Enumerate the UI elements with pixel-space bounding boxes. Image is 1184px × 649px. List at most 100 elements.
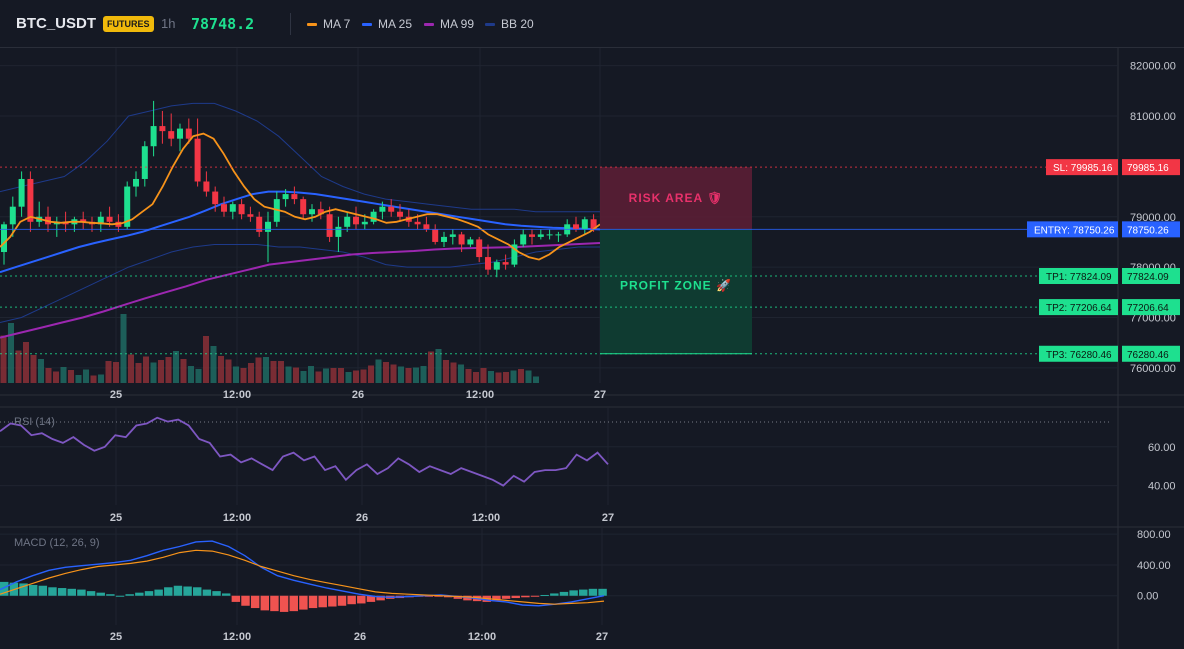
legend-ma7[interactable]: MA 7 <box>307 17 350 31</box>
volume-bar <box>270 361 277 383</box>
macd-histogram-bar <box>492 595 501 601</box>
volume-bar <box>15 350 22 383</box>
candle-body <box>590 219 597 230</box>
candle-body <box>353 216 359 225</box>
candle-body <box>511 244 518 265</box>
volume-bar <box>120 314 127 383</box>
price-pane: 82000.0081000.0079000.0078000.0077000.00… <box>0 48 1180 401</box>
risk-area <box>600 167 752 230</box>
candle-body <box>493 262 500 270</box>
volume-bar <box>180 359 187 383</box>
macd-histogram-bar <box>289 595 298 612</box>
candle-body <box>432 229 439 242</box>
macd-histogram-bar <box>366 595 376 602</box>
volume-bar <box>488 371 494 383</box>
volume-bar <box>53 371 59 383</box>
volume-bar <box>435 349 442 383</box>
volume-bar <box>480 368 487 383</box>
macd-histogram-bar <box>125 594 134 596</box>
macd-histogram-bar <box>86 591 96 596</box>
level-tag-tp3 <box>1039 345 1118 362</box>
candle-body <box>9 206 16 225</box>
time-axis-label: 27 <box>594 389 606 401</box>
legend-ma25-label: MA 25 <box>378 17 413 31</box>
candle-body <box>177 128 183 139</box>
candle-body <box>300 199 307 215</box>
volume-bar <box>405 368 412 383</box>
time-axis-label: 12:00 <box>223 389 251 401</box>
macd-histogram-bar <box>144 591 154 596</box>
macd-histogram-bar <box>357 595 366 604</box>
macd-histogram-bar <box>588 588 598 596</box>
ma7-line <box>0 132 601 261</box>
price-axis-label: 81000.00 <box>1130 111 1176 123</box>
macd-histogram-bar <box>579 589 588 596</box>
level-label-entry: ENTRY: 78750.26 <box>1034 225 1115 236</box>
candle-body <box>335 226 342 237</box>
candle-body <box>80 219 87 222</box>
volume-bar <box>300 371 307 383</box>
volume-bar <box>525 370 532 383</box>
candle-body <box>229 204 236 212</box>
candle-body <box>309 209 315 215</box>
price-axis-label: 76000.00 <box>1130 363 1176 375</box>
level-label-tp1: TP1: 77824.09 <box>1046 272 1112 283</box>
volume-bar <box>518 369 524 383</box>
volume-bar <box>23 342 29 383</box>
macd-axis-label: 800.00 <box>1137 529 1171 541</box>
macd-histogram-bar <box>569 590 578 596</box>
level-price-tp3: 76280.46 <box>1127 350 1169 361</box>
chart-header: BTC_USDT FUTURES 1h 78748.2 MA 7 MA 25 M… <box>0 0 1184 48</box>
level-price-tag-tp3 <box>1122 345 1180 362</box>
ma7-swatch <box>307 22 317 26</box>
macd-histogram-bar <box>154 589 163 596</box>
level-tag-tp2 <box>1039 299 1118 316</box>
level-tag-tp1 <box>1039 267 1118 284</box>
time-axis-label: 27 <box>596 631 608 643</box>
time-axis-label: 27 <box>602 512 614 524</box>
volume-bar <box>338 368 344 383</box>
time-axis-label: 12:00 <box>468 631 496 643</box>
legend-bb20[interactable]: BB 20 <box>485 17 534 31</box>
candle-body <box>441 236 447 242</box>
ma25-line <box>0 190 601 274</box>
volume-bar <box>225 359 232 383</box>
level-label-tp3: TP3: 76280.46 <box>1046 350 1112 361</box>
legend-ma99[interactable]: MA 99 <box>424 17 474 31</box>
bb-lower-line <box>0 244 600 323</box>
volume-bar <box>278 361 284 383</box>
legend-ma25[interactable]: MA 25 <box>362 17 412 31</box>
macd-histogram-bar <box>347 595 356 605</box>
timeframe-selector[interactable]: 1h <box>161 16 176 31</box>
candle-body <box>221 204 227 212</box>
macd-histogram-bar <box>318 595 327 608</box>
rsi-axis-label: 40.00 <box>1148 481 1176 493</box>
candle-body <box>238 204 245 215</box>
candle-body <box>370 211 377 222</box>
bb-upper-line <box>0 102 600 213</box>
candle-body <box>546 234 553 236</box>
macd-histogram-bar <box>28 584 38 596</box>
time-axis-label: 26 <box>352 389 364 401</box>
rsi-pane: 60.00 40.00 25 12:00 26 12:00 27 <box>0 408 1176 524</box>
time-axis-label: 12:00 <box>223 631 251 643</box>
macd-histogram-bar <box>328 595 337 607</box>
level-price-sl: 79985.16 <box>1127 163 1169 174</box>
candle-body <box>212 191 219 205</box>
volume-bar <box>473 372 479 383</box>
candle-body <box>467 239 474 245</box>
time-axis-label: 26 <box>354 631 366 643</box>
volume-bar <box>420 366 427 383</box>
candle-body <box>291 194 298 200</box>
rsi-line <box>0 416 609 487</box>
candle-body <box>502 262 509 265</box>
macd-histogram-bar <box>434 595 443 597</box>
macd-pane: 800.00 400.00 0.00 25 12:00 26 12:00 27 <box>0 528 1171 643</box>
volume-bar <box>173 351 179 383</box>
symbol-name[interactable]: BTC_USDT <box>16 15 97 32</box>
volume-bar <box>98 374 104 383</box>
candle-body <box>141 146 148 179</box>
candle-body <box>458 234 465 245</box>
price-axis-label: 79000.00 <box>1130 212 1176 224</box>
